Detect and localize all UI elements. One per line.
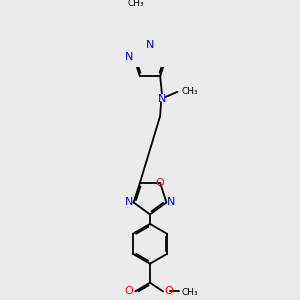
Text: O: O — [124, 286, 133, 296]
Text: N: N — [167, 197, 175, 207]
Text: N: N — [125, 52, 134, 62]
Text: CH₃: CH₃ — [182, 288, 199, 297]
Text: O: O — [164, 286, 173, 296]
Text: N: N — [158, 94, 166, 104]
Text: CH₃: CH₃ — [127, 0, 144, 8]
Text: CH₃: CH₃ — [182, 87, 198, 96]
Text: N: N — [125, 197, 134, 207]
Text: N: N — [146, 40, 154, 50]
Text: O: O — [156, 178, 164, 188]
